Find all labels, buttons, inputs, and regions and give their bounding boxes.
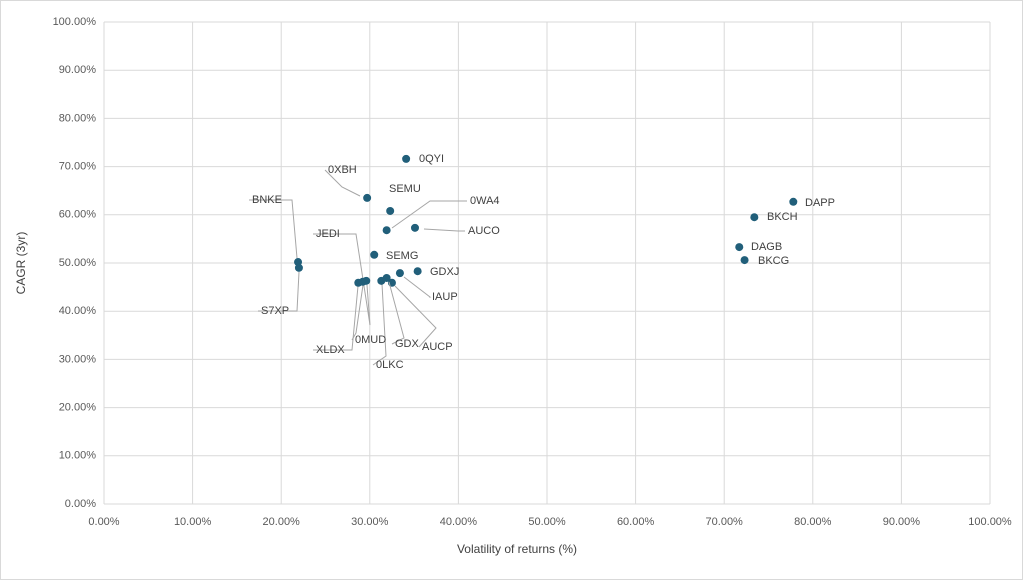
leader-line	[324, 169, 361, 197]
y-tick-label: 80.00%	[59, 112, 97, 124]
point-label: 0QYI	[419, 153, 444, 165]
point-label: 0XBH	[328, 164, 357, 176]
y-tick-label: 30.00%	[59, 353, 97, 365]
leader-line	[249, 199, 298, 259]
y-tick-label: 40.00%	[59, 305, 97, 317]
y-tick-label: 70.00%	[59, 161, 97, 173]
x-tick-label: 40.00%	[440, 516, 478, 528]
point-label: BNKE	[252, 194, 282, 206]
x-tick-label: 50.00%	[528, 516, 566, 528]
point-label: SEMU	[389, 183, 421, 195]
leader-line	[372, 283, 387, 366]
y-tick-label: 90.00%	[59, 64, 97, 76]
point	[789, 197, 798, 206]
point	[740, 256, 749, 265]
point-label: GDX	[395, 338, 420, 350]
point	[402, 154, 411, 163]
x-tick-label: 100.00%	[968, 516, 1012, 528]
point	[413, 267, 422, 276]
y-tick-label: 50.00%	[59, 257, 97, 269]
x-axis-title: Volatility of returns (%)	[457, 542, 577, 556]
point-label: GDXJ	[430, 266, 459, 278]
y-axis-title: CAGR (3yr)	[14, 232, 28, 295]
point-label: AUCP	[422, 341, 453, 353]
point	[294, 263, 303, 272]
leader-line	[403, 276, 432, 298]
point-label: DAPP	[805, 197, 835, 209]
point	[363, 193, 372, 202]
point	[410, 223, 419, 232]
leader-line	[313, 285, 359, 351]
y-tick-label: 60.00%	[59, 209, 97, 221]
x-tick-label: 70.00%	[706, 516, 744, 528]
point-label: DAGB	[751, 241, 782, 253]
x-tick-label: 0.00%	[88, 516, 119, 528]
point	[386, 206, 395, 215]
x-tick-label: 90.00%	[883, 516, 921, 528]
leader-line	[391, 200, 467, 229]
x-tick-label: 30.00%	[351, 516, 389, 528]
point-label: 0WA4	[470, 195, 500, 207]
point-label: S7XP	[261, 305, 289, 317]
point-label: IAUP	[432, 291, 458, 303]
point-label: BKCH	[767, 211, 798, 223]
x-tick-label: 80.00%	[794, 516, 832, 528]
y-tick-label: 10.00%	[59, 450, 97, 462]
leader-line	[258, 271, 300, 312]
x-tick-label: 60.00%	[617, 516, 655, 528]
leader-line	[423, 228, 465, 232]
point	[395, 269, 404, 278]
y-tick-label: 0.00%	[65, 498, 96, 510]
point-label: BKCG	[758, 255, 789, 267]
point	[354, 278, 363, 287]
point	[377, 276, 386, 285]
leader-line	[394, 285, 437, 348]
point	[735, 243, 744, 252]
point-label: JEDI	[316, 228, 340, 240]
point-label: 0LKC	[376, 359, 404, 371]
x-tick-label: 10.00%	[174, 516, 212, 528]
y-tick-label: 100.00%	[53, 16, 97, 28]
leader-line	[313, 233, 371, 326]
x-tick-label: 20.00%	[263, 516, 301, 528]
point	[370, 250, 379, 259]
point-label: SEMG	[386, 250, 418, 262]
point-label: XLDX	[316, 344, 345, 356]
point-label: AUCO	[468, 225, 500, 237]
leader-line	[388, 281, 405, 345]
point	[382, 226, 391, 235]
point	[750, 213, 759, 222]
point-label: 0MUD	[355, 334, 386, 346]
y-tick-label: 20.00%	[59, 402, 97, 414]
